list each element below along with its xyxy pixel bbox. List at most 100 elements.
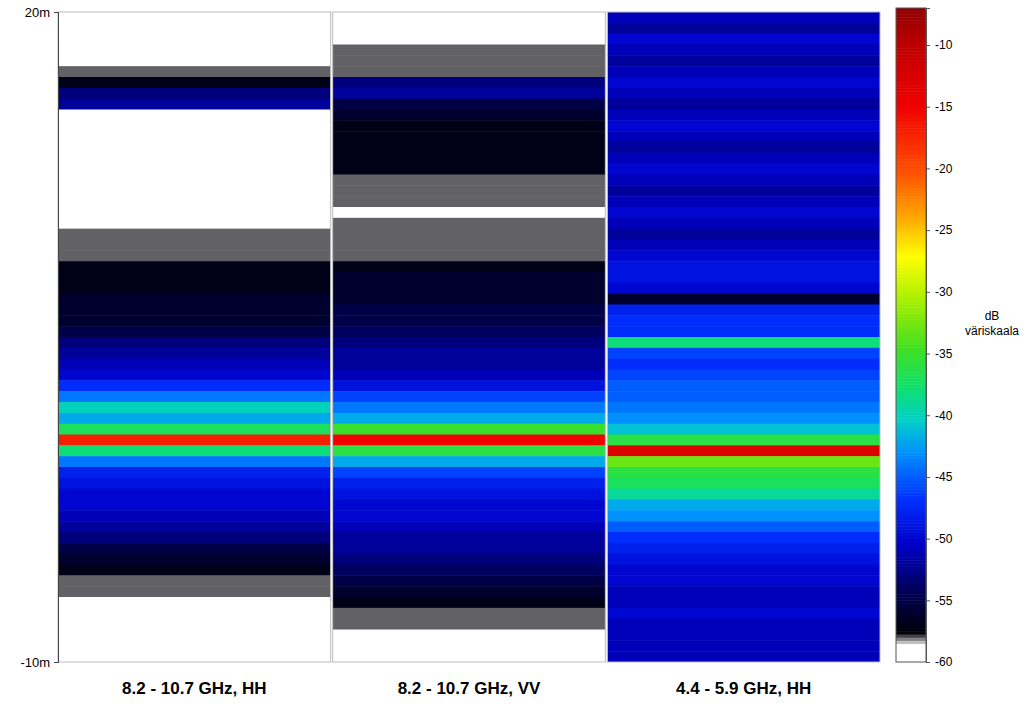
colorbar-swatch xyxy=(896,640,926,644)
colorbar-swatch xyxy=(896,613,926,617)
heatmap-cell xyxy=(333,619,606,630)
heatmap-cell xyxy=(607,250,880,261)
heatmap-cell xyxy=(333,532,606,543)
heatmap-cell xyxy=(607,34,880,45)
colorbar-swatch xyxy=(896,424,926,428)
heatmap-cell xyxy=(607,359,880,370)
colorbar-swatch xyxy=(896,122,926,126)
heatmap-cell xyxy=(607,23,880,34)
colorbar-swatch xyxy=(896,73,926,77)
heatmap-cell xyxy=(58,261,331,272)
tick-label: -15 xyxy=(935,100,953,114)
tick: -40 xyxy=(926,409,953,423)
heatmap-cell xyxy=(333,175,606,186)
colorbar-swatch xyxy=(896,542,926,546)
colorbar-swatch xyxy=(896,91,926,95)
heatmap-cell xyxy=(607,120,880,131)
colorbar-swatch xyxy=(896,378,926,382)
heatmap-cell xyxy=(333,164,606,175)
heatmap-cell xyxy=(58,66,331,77)
heatmap-cell xyxy=(58,532,331,543)
colorbar-swatch xyxy=(896,181,926,185)
colorbar-swatch xyxy=(896,585,926,589)
heatmap-cell xyxy=(58,207,331,218)
heatmap-cell xyxy=(58,391,331,402)
colorbar-swatch xyxy=(896,477,926,481)
heatmap-cell xyxy=(58,565,331,576)
tick-mark xyxy=(926,415,930,416)
colorbar-swatch xyxy=(896,511,926,515)
heatmap-cell xyxy=(607,229,880,240)
heatmap-cell xyxy=(333,391,606,402)
heatmap-cell xyxy=(607,532,880,543)
colorbar-swatch xyxy=(896,261,926,265)
colorbar-swatch xyxy=(896,573,926,577)
heatmap-cell xyxy=(607,521,880,532)
panel-title: 8.2 - 10.7 GHz, HH xyxy=(122,679,267,698)
heatmap-cell xyxy=(333,131,606,142)
colorbar-swatch xyxy=(896,258,926,262)
heatmap-cell xyxy=(607,315,880,326)
heatmap-cell xyxy=(607,630,880,641)
colorbar-swatch xyxy=(896,508,926,512)
colorbar-swatch xyxy=(896,279,926,283)
colorbar-swatch xyxy=(896,397,926,401)
heatmap-cell xyxy=(58,272,331,283)
colorbar-swatch xyxy=(896,233,926,237)
colorbar-swatch xyxy=(896,391,926,395)
heatmap-cell xyxy=(58,445,331,456)
colorbar-swatch xyxy=(896,168,926,172)
colorbar-swatch xyxy=(896,125,926,129)
heatmap-cell xyxy=(58,294,331,305)
heatmap-cell xyxy=(607,196,880,207)
tick-mark xyxy=(926,600,930,601)
heatmap-cell xyxy=(58,185,331,196)
heatmap-cell xyxy=(607,55,880,66)
heatmap-cell xyxy=(607,543,880,554)
heatmap-cell xyxy=(333,510,606,521)
colorbar-swatch xyxy=(896,249,926,253)
tick-label: -10m xyxy=(20,655,50,670)
colorbar-swatch xyxy=(896,338,926,342)
panel-frame xyxy=(58,12,331,662)
colorbar-swatch xyxy=(896,384,926,388)
colorbar-swatch xyxy=(896,634,926,638)
panel-frame xyxy=(333,12,606,662)
colorbar-swatch xyxy=(896,110,926,114)
colorbar-swatch xyxy=(896,215,926,219)
colorbar-swatch xyxy=(896,42,926,46)
colorbar-swatch xyxy=(896,144,926,148)
colorbar-swatch xyxy=(896,483,926,487)
tick-label: -30 xyxy=(935,285,953,299)
colorbar-swatch xyxy=(896,566,926,570)
tick-mark xyxy=(926,230,930,231)
heatmap-cell xyxy=(333,413,606,424)
colorbar-swatch xyxy=(896,227,926,231)
heatmap-cell xyxy=(333,23,606,34)
colorbar-swatch xyxy=(896,323,926,327)
heatmap-cell xyxy=(58,478,331,489)
heatmap-cell xyxy=(333,575,606,586)
colorbar-swatch xyxy=(896,474,926,478)
colorbar-swatch xyxy=(896,304,926,308)
colorbar-swatch xyxy=(896,326,926,330)
heatmap-cell xyxy=(333,640,606,651)
heatmap-cell xyxy=(58,521,331,532)
heatmap-cell xyxy=(333,294,606,305)
colorbar-swatch xyxy=(896,619,926,623)
colorbar-swatch xyxy=(896,428,926,432)
colorbar-swatch xyxy=(896,267,926,271)
heatmap-cell xyxy=(607,586,880,597)
colorbar-swatch xyxy=(896,48,926,52)
heatmap-cell xyxy=(333,240,606,251)
tick-mark xyxy=(926,292,930,293)
colorbar-swatch xyxy=(896,224,926,228)
colorbar-swatch xyxy=(896,468,926,472)
colorbar-swatch xyxy=(896,187,926,191)
colorbar-swatch xyxy=(896,628,926,632)
heatmap-cell xyxy=(58,586,331,597)
heatmap-cell xyxy=(607,402,880,413)
tick: -55 xyxy=(926,594,953,608)
colorbar-swatch xyxy=(896,350,926,354)
colorbar-swatch xyxy=(896,172,926,176)
